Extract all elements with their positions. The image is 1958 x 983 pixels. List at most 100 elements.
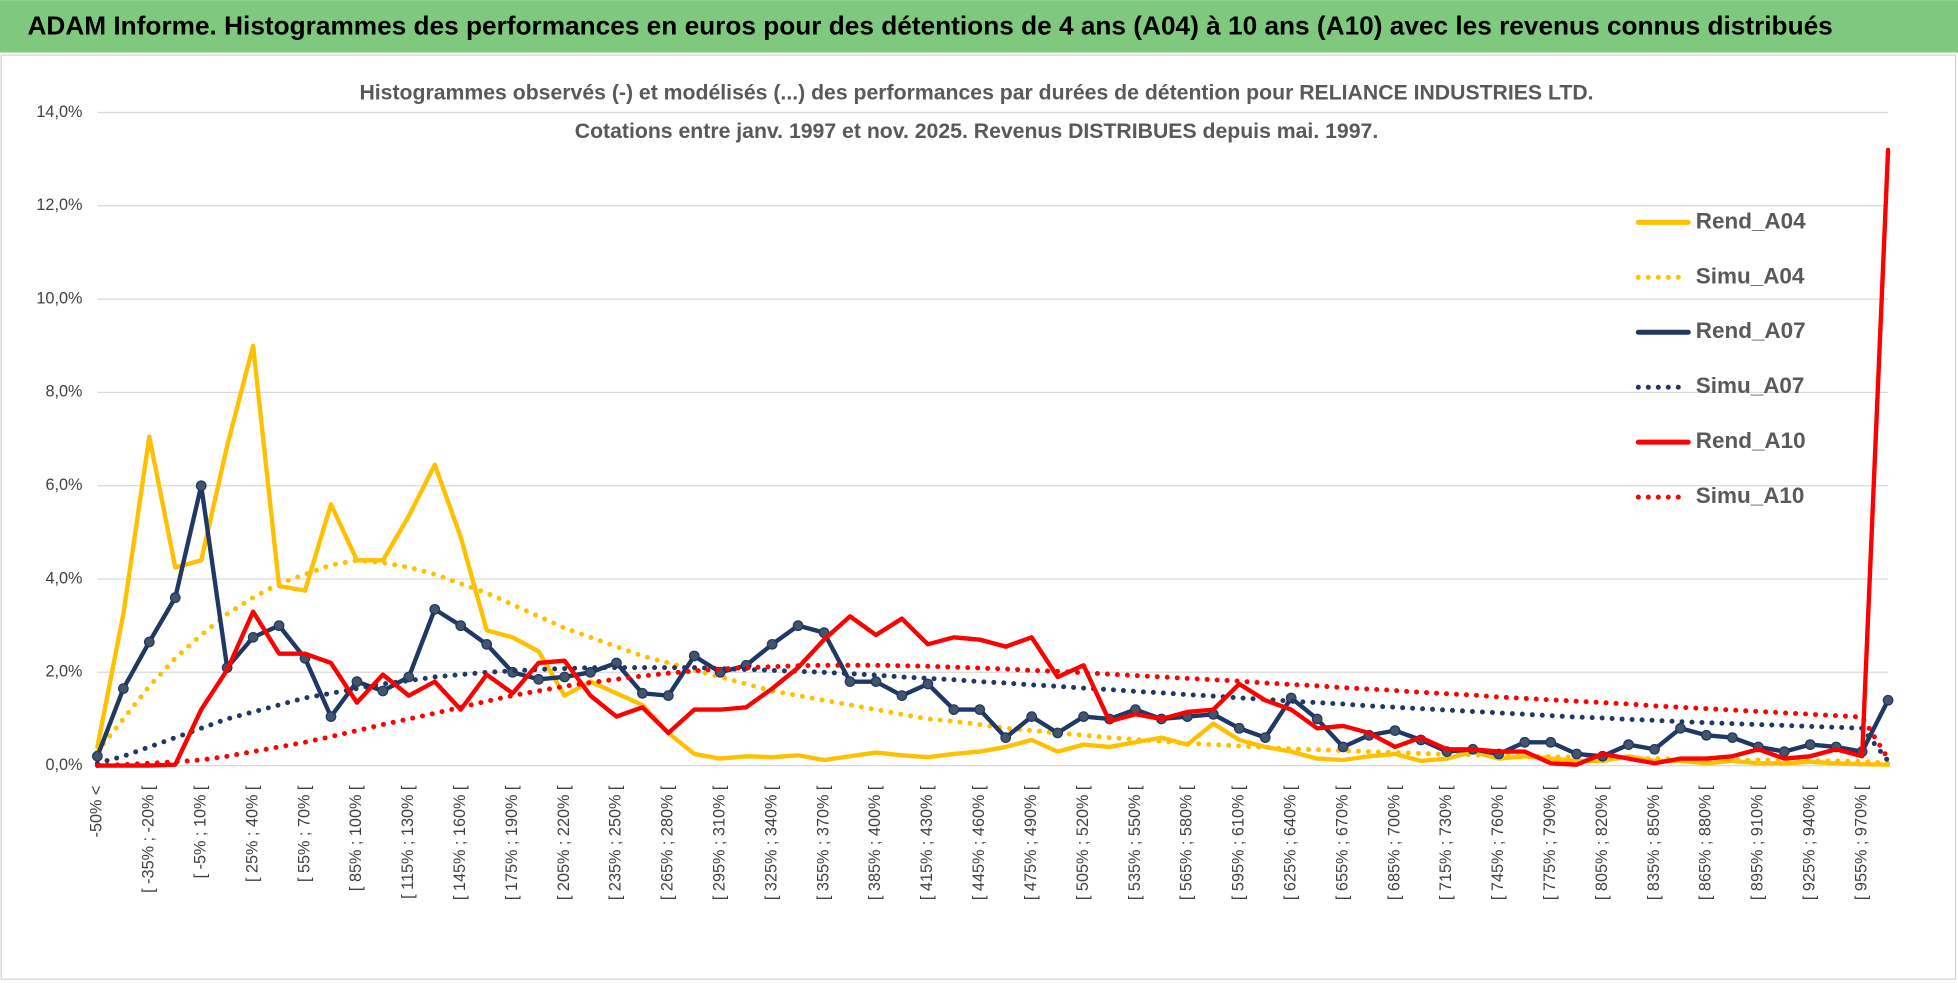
legend-label: Rend_A07 bbox=[1696, 318, 1806, 343]
point bbox=[1000, 732, 1012, 743]
legend-label: Simu_A04 bbox=[1696, 263, 1805, 288]
x-tick-label: -50% < bbox=[88, 786, 106, 838]
x-tick-label: [ 955% ; 970% [ bbox=[1852, 785, 1870, 900]
point bbox=[92, 750, 103, 762]
x-tick-label: [ -35% ; -20% [ bbox=[140, 785, 158, 893]
point bbox=[325, 711, 337, 722]
point bbox=[1519, 736, 1531, 748]
x-tick-label: [ 85% ; 100% [ bbox=[347, 785, 365, 891]
x-tick-label: [ 505% ; 520% [ bbox=[1074, 785, 1092, 900]
x-tick-label: [ 835% ; 850% [ bbox=[1645, 785, 1663, 900]
x-tick-label: [ 355% ; 370% [ bbox=[814, 785, 832, 900]
point bbox=[1804, 739, 1816, 750]
legend-label: Rend_A10 bbox=[1696, 428, 1806, 453]
point bbox=[766, 638, 778, 650]
series-line bbox=[95, 147, 1891, 768]
x-tick-label: [ 445% ; 460% [ bbox=[970, 785, 988, 900]
x-tick-label: [ 925% ; 940% [ bbox=[1800, 785, 1818, 900]
x-tick-label: [ 115% ; 130% [ bbox=[399, 785, 417, 899]
point bbox=[273, 620, 285, 632]
point bbox=[1545, 736, 1557, 748]
point bbox=[1078, 711, 1089, 722]
point bbox=[377, 685, 389, 697]
point bbox=[1311, 713, 1323, 725]
x-tick-label: [ 385% ; 400% [ bbox=[866, 785, 884, 900]
x-tick-label: [ 715% ; 730% [ bbox=[1437, 785, 1455, 900]
x-tick-label: [ 205% ; 220% [ bbox=[555, 785, 573, 900]
legend-label: Simu_A07 bbox=[1696, 373, 1805, 398]
point bbox=[896, 690, 908, 701]
point bbox=[1701, 729, 1712, 741]
y-tick-label: 4,0% bbox=[45, 569, 82, 587]
header-bar bbox=[0, 0, 1958, 53]
x-tick-label: [ 415% ; 430% [ bbox=[918, 785, 936, 900]
point bbox=[688, 650, 700, 662]
y-tick-label: 2,0% bbox=[45, 663, 82, 681]
y-tick-label: 0,0% bbox=[45, 756, 82, 774]
point bbox=[1778, 746, 1790, 757]
x-tick-label: [ 325% ; 340% [ bbox=[762, 785, 780, 900]
y-tick-label: 6,0% bbox=[45, 476, 82, 494]
point bbox=[1337, 741, 1349, 753]
x-tick-label: [ 685% ; 700% [ bbox=[1385, 785, 1403, 900]
y-tick-label: 14,0% bbox=[36, 103, 82, 121]
point bbox=[247, 631, 259, 643]
x-tick-label: [ 895% ; 910% [ bbox=[1749, 785, 1767, 900]
x-tick-label: [ 55% ; 70% [ bbox=[295, 785, 313, 882]
point bbox=[117, 683, 129, 694]
point bbox=[1726, 732, 1738, 743]
point bbox=[195, 480, 207, 492]
point bbox=[1389, 725, 1401, 736]
point bbox=[844, 676, 856, 687]
x-tick-label: [ 775% ; 790% [ bbox=[1541, 785, 1559, 900]
point bbox=[1882, 694, 1894, 706]
point bbox=[533, 673, 544, 685]
point bbox=[662, 690, 674, 701]
x-tick-label: [ 565% ; 580% [ bbox=[1178, 785, 1196, 900]
point bbox=[143, 636, 155, 648]
point bbox=[948, 704, 960, 715]
point bbox=[429, 603, 441, 615]
x-tick-label: [ 655% ; 670% [ bbox=[1333, 785, 1351, 900]
x-tick-label: [ 175% ; 190% [ bbox=[503, 785, 521, 900]
x-tick-label: [ 625% ; 640% [ bbox=[1281, 785, 1299, 900]
chart-subtitle: Cotations entre janv. 1997 et nov. 2025.… bbox=[575, 120, 1378, 143]
x-tick-label: [ 475% ; 490% [ bbox=[1022, 785, 1040, 900]
point bbox=[870, 676, 882, 687]
point bbox=[559, 671, 570, 683]
x-tick-label: [ 595% ; 610% [ bbox=[1230, 785, 1248, 900]
point bbox=[974, 704, 986, 715]
point bbox=[792, 620, 804, 632]
point bbox=[1052, 727, 1063, 739]
legend: Rend_A04 Simu_A04 Rend_A07 Simu_A07 Rend_A10… bbox=[1635, 208, 1806, 508]
plot bbox=[92, 147, 1894, 769]
point bbox=[1259, 732, 1271, 743]
point bbox=[1649, 743, 1660, 755]
x-tick-label: [ 265% ; 280% [ bbox=[659, 785, 677, 900]
grid: 0,0% 2,0% 4,0% 6,0% 8,0% 10,0% 12,0% 14,0% -50% … bbox=[36, 103, 1889, 900]
x-tick-label: [ 295% ; 310% [ bbox=[711, 785, 729, 900]
point bbox=[455, 620, 467, 632]
point bbox=[1623, 739, 1634, 750]
chart-border bbox=[0, 54, 1957, 980]
point bbox=[1026, 711, 1038, 722]
x-tick-label: [ 235% ; 250% [ bbox=[607, 785, 625, 900]
point bbox=[481, 638, 493, 650]
chart-title: Histogrammes observés (-) et modélisés (… bbox=[359, 81, 1593, 104]
x-tick-label: [ 145% ; 160% [ bbox=[451, 785, 469, 900]
point bbox=[169, 592, 181, 604]
point bbox=[1233, 722, 1245, 734]
point bbox=[1675, 722, 1686, 734]
point bbox=[637, 687, 648, 699]
legend-label: Rend_A04 bbox=[1696, 208, 1806, 233]
x-tick-label: [ 535% ; 550% [ bbox=[1126, 785, 1144, 900]
x-tick-label: [ 745% ; 760% [ bbox=[1489, 785, 1507, 900]
point bbox=[922, 678, 934, 690]
y-tick-label: 12,0% bbox=[36, 196, 82, 214]
point bbox=[351, 676, 363, 687]
point bbox=[585, 666, 596, 678]
header-title: ADAM Informe. Histogrammes des performan… bbox=[27, 11, 1832, 41]
